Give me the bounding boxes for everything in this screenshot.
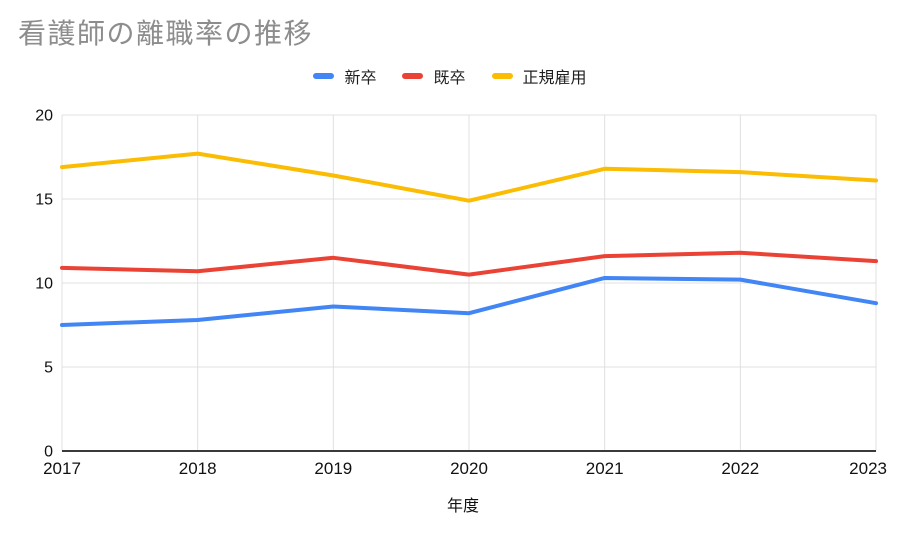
x-axis-title: 年度 (447, 497, 479, 515)
legend-item-新卒: 新卒 (313, 64, 376, 88)
x-tick-label: 2020 (450, 459, 488, 478)
x-tick-label: 2017 (43, 459, 81, 478)
x-tick-label: 2022 (721, 459, 759, 478)
legend-label: 既卒 (433, 70, 466, 87)
series-line-新卒 (60, 275, 878, 327)
legend-item-正規雇用: 正規雇用 (491, 64, 587, 88)
y-tick-label: 20 (35, 108, 53, 125)
legend-label: 新卒 (344, 70, 377, 87)
y-tick-label: 10 (35, 276, 53, 293)
x-tick-label: 2019 (314, 459, 352, 478)
x-tick-label: 2018 (179, 459, 217, 478)
legend-swatch-icon (402, 73, 424, 79)
x-tick-label: 2021 (586, 459, 624, 478)
chart-legend: 新卒 既卒 正規雇用 (0, 64, 900, 88)
legend-swatch-icon (313, 73, 335, 79)
y-tick-label: 5 (44, 360, 53, 377)
series-line-既卒 (60, 250, 878, 277)
legend-swatch-icon (491, 73, 513, 79)
chart-title: 看護師の離職率の推移 (18, 18, 314, 49)
y-tick-label: 0 (44, 444, 53, 461)
legend-label: 正規雇用 (522, 70, 587, 87)
y-tick-label: 15 (35, 192, 53, 209)
legend-item-既卒: 既卒 (402, 64, 466, 88)
x-tick-label: 2023 (849, 459, 887, 478)
series-line-正規雇用 (60, 151, 878, 203)
